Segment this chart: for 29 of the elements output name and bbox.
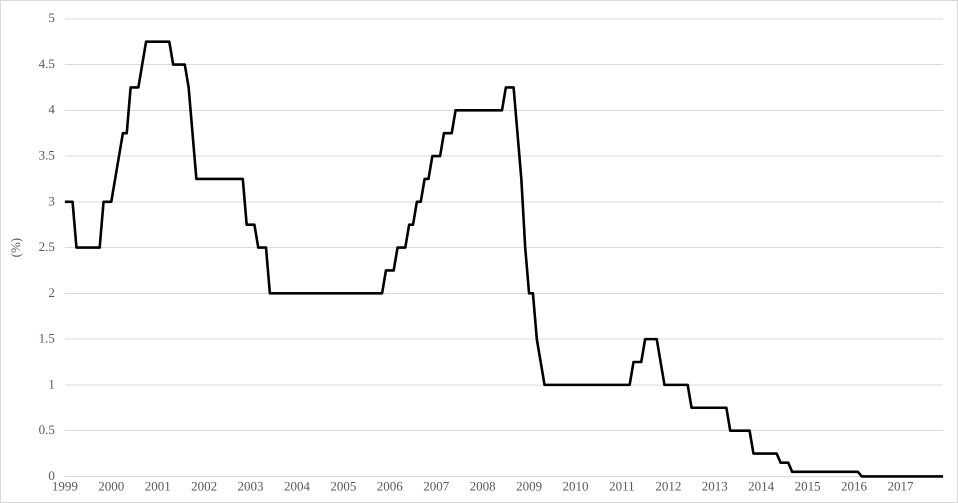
x-tick-label: 2017 bbox=[887, 478, 914, 494]
x-tick-label: 2000 bbox=[98, 478, 124, 494]
y-tick-label: 2 bbox=[48, 284, 55, 300]
y-tick-label: 4 bbox=[48, 102, 56, 117]
y-tick-label: 4.5 bbox=[38, 56, 55, 71]
x-tick-label: 2004 bbox=[284, 478, 310, 494]
x-tick-label: 2015 bbox=[794, 478, 821, 494]
x-tick-label: 2011 bbox=[609, 478, 635, 494]
x-tick-label: 2014 bbox=[748, 478, 775, 494]
x-tick-label: 2009 bbox=[516, 478, 542, 494]
x-tick-label: 2002 bbox=[191, 478, 218, 494]
x-tick-label: 2016 bbox=[841, 478, 868, 494]
y-tick-label: 5 bbox=[48, 10, 55, 26]
x-tick-label: 2006 bbox=[376, 478, 404, 494]
y-tick-label: 2.5 bbox=[38, 239, 55, 254]
x-tick-label: 2010 bbox=[562, 478, 588, 494]
x-tick-label: 2007 bbox=[423, 478, 450, 494]
x-tick-label: 2012 bbox=[655, 478, 682, 494]
y-tick-label: 3 bbox=[48, 193, 55, 208]
y-tick-label: 3.5 bbox=[38, 148, 55, 162]
x-tick-label: 2013 bbox=[702, 478, 728, 494]
y-axis-title: (%) bbox=[8, 238, 24, 258]
x-tick-label: 2005 bbox=[330, 478, 356, 494]
x-tick-label: 2008 bbox=[470, 478, 496, 494]
y-tick-label: 0.5 bbox=[38, 422, 55, 438]
x-tick-label: 2001 bbox=[144, 478, 171, 494]
y-tick-label: 1.5 bbox=[38, 330, 55, 346]
x-tick-label: 2003 bbox=[238, 478, 264, 494]
y-tick-label: 1 bbox=[48, 376, 55, 392]
